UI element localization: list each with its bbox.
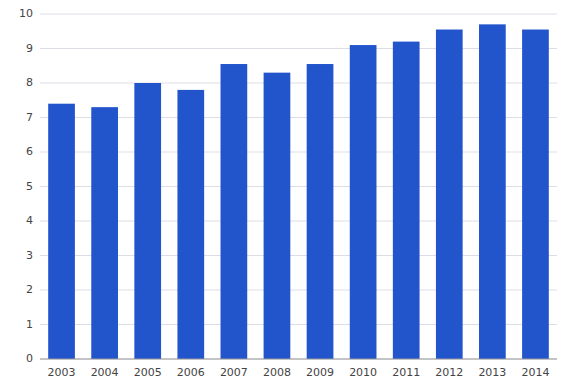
x-axis-line	[40, 359, 557, 360]
y-tick-label: 8	[26, 76, 33, 89]
y-tick-label: 6	[26, 145, 33, 158]
y-tick-label: 2	[26, 283, 33, 296]
bar	[264, 73, 291, 359]
bar	[522, 30, 549, 359]
x-tick-label: 2008	[263, 366, 291, 379]
x-tick-label: 2005	[134, 366, 162, 379]
grid-line	[40, 359, 557, 360]
y-tick-label: 9	[26, 42, 33, 55]
y-tick-label: 3	[26, 249, 33, 262]
grid-line	[40, 14, 557, 15]
bars	[48, 24, 549, 359]
x-tick-label: 2007	[220, 366, 248, 379]
y-tick-label: 5	[26, 180, 33, 193]
bar	[393, 42, 420, 359]
bar	[91, 107, 118, 359]
x-tick-label: 2004	[91, 366, 119, 379]
bar	[221, 64, 248, 359]
bar	[307, 64, 334, 359]
x-tick-label: 2010	[349, 366, 377, 379]
y-tick-label: 7	[26, 111, 33, 124]
y-tick-label: 0	[26, 352, 33, 365]
y-tick-label: 10	[19, 7, 33, 20]
y-axis: 0 1 2 3 4 5 6 7 8 9 10	[19, 7, 33, 365]
x-tick-label: 2011	[392, 366, 420, 379]
x-tick-label: 2006	[177, 366, 205, 379]
bar	[177, 90, 204, 359]
x-tick-label: 2014	[521, 366, 549, 379]
bar	[479, 24, 506, 359]
y-tick-label: 4	[26, 214, 33, 227]
x-axis: 2003 2004 2005 2006 2007 2008 2009 2010 2011 2012…	[48, 366, 550, 379]
x-tick-label: 2012	[435, 366, 463, 379]
chart-container: 0 1 2 3 4 5 6 7 8 9 10 2003 2004 2005 2006 2007 2008 2009…	[0, 0, 569, 389]
bar	[48, 104, 75, 359]
bar	[350, 45, 377, 359]
chart-svg: 0 1 2 3 4 5 6 7 8 9 10 2003 2004 2005 2006 2007 2008 2009…	[0, 0, 569, 389]
x-tick-label: 2003	[48, 366, 76, 379]
x-tick-label: 2013	[478, 366, 506, 379]
x-tick-label: 2009	[306, 366, 334, 379]
y-grid	[40, 14, 557, 359]
y-tick-label: 1	[26, 318, 33, 331]
bar	[134, 83, 161, 359]
bar	[436, 30, 463, 359]
